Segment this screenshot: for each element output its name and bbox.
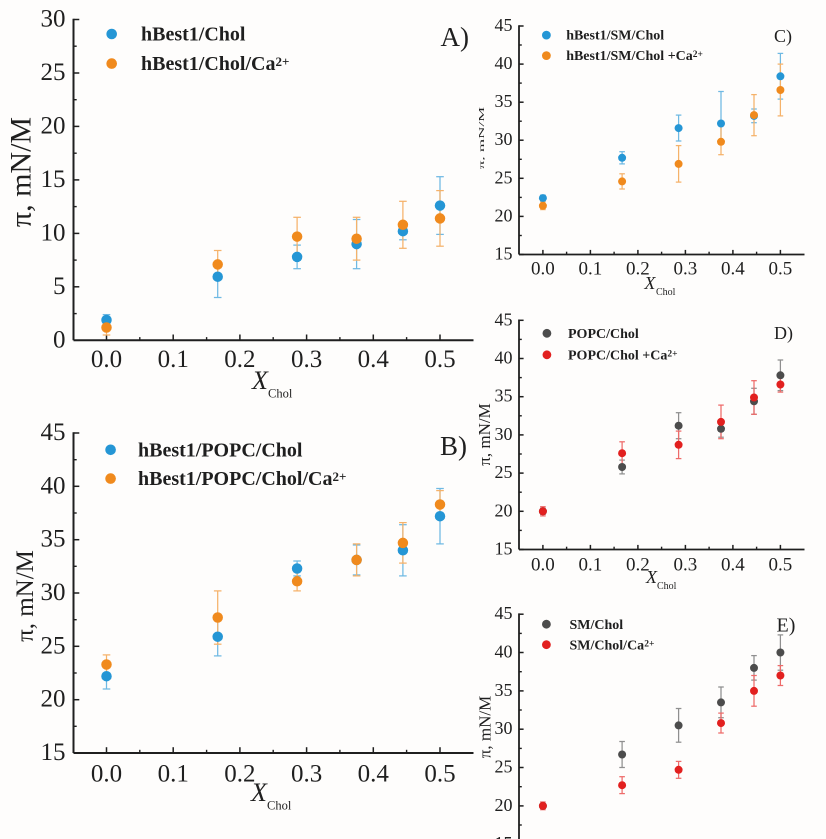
svg-text:E): E): [777, 615, 796, 637]
svg-text:0.4: 0.4: [358, 761, 390, 788]
svg-text:15: 15: [41, 739, 66, 766]
svg-text:40: 40: [495, 348, 513, 368]
svg-text:π, mN/M: π, mN/M: [475, 403, 494, 465]
svg-text:35: 35: [41, 526, 66, 553]
svg-text:20: 20: [495, 500, 513, 520]
svg-text:Chol: Chol: [267, 799, 292, 813]
svg-text:X: X: [643, 273, 656, 293]
svg-text:π, mN/M: π, mN/M: [12, 550, 39, 642]
svg-text:hBest1/SM/Chol: hBest1/SM/Chol: [566, 29, 664, 44]
svg-text:25: 25: [41, 632, 66, 659]
svg-text:X: X: [645, 567, 658, 587]
svg-text:25: 25: [495, 757, 513, 777]
svg-text:15: 15: [495, 539, 513, 559]
svg-text:30: 30: [495, 718, 513, 738]
svg-text:hBest1/Chol: hBest1/Chol: [141, 24, 246, 46]
svg-text:0.0: 0.0: [91, 761, 122, 788]
svg-text:0.0: 0.0: [531, 555, 555, 576]
svg-text:0.3: 0.3: [674, 259, 698, 280]
svg-text:0.1: 0.1: [579, 555, 603, 576]
svg-text:0.1: 0.1: [158, 761, 189, 788]
svg-text:15: 15: [495, 833, 513, 839]
svg-text:hBest1/POPC/Chol/Ca2+: hBest1/POPC/Chol/Ca2+: [138, 468, 346, 490]
svg-text:hBest1/SM/Chol +Ca2+: hBest1/SM/Chol +Ca2+: [566, 49, 703, 64]
svg-text:20: 20: [41, 686, 66, 713]
svg-text:0.1: 0.1: [579, 259, 603, 280]
svg-text:0.4: 0.4: [358, 346, 390, 373]
svg-text:30: 30: [41, 6, 66, 33]
svg-text:0.1: 0.1: [158, 346, 189, 373]
svg-text:C): C): [774, 26, 792, 47]
svg-text:0.5: 0.5: [424, 346, 455, 373]
svg-text:π, mN/M: π, mN/M: [478, 106, 486, 169]
svg-text:A): A): [441, 22, 470, 52]
svg-text:40: 40: [495, 642, 513, 662]
svg-text:X: X: [251, 366, 269, 395]
svg-text:25: 25: [495, 167, 513, 187]
svg-text:35: 35: [495, 91, 513, 111]
svg-text:20: 20: [495, 795, 513, 815]
svg-text:20: 20: [41, 112, 66, 139]
svg-text:45: 45: [495, 603, 513, 623]
svg-text:35: 35: [495, 386, 513, 406]
svg-text:0.3: 0.3: [291, 761, 322, 788]
svg-text:0.2: 0.2: [224, 346, 255, 373]
svg-text:0.4: 0.4: [721, 555, 745, 576]
svg-text:25: 25: [495, 462, 513, 482]
svg-text:30: 30: [495, 424, 513, 444]
svg-text:20: 20: [495, 205, 513, 225]
svg-text:0.2: 0.2: [626, 555, 650, 576]
svg-text:0.2: 0.2: [626, 259, 650, 280]
svg-text:30: 30: [495, 129, 513, 149]
svg-text:5: 5: [53, 273, 66, 300]
svg-text:Chol: Chol: [657, 581, 677, 592]
svg-text:10: 10: [41, 219, 66, 246]
svg-text:POPC/Chol +Ca2+: POPC/Chol +Ca2+: [568, 348, 678, 363]
svg-text:POPC/Chol: POPC/Chol: [568, 327, 639, 342]
svg-text:SM/Chol/Ca2+: SM/Chol/Ca2+: [570, 638, 655, 653]
svg-text:0.2: 0.2: [224, 761, 255, 788]
svg-text:0: 0: [53, 326, 66, 353]
svg-text:X: X: [250, 778, 268, 807]
svg-text:0.0: 0.0: [531, 259, 555, 280]
svg-text:0.5: 0.5: [769, 555, 793, 576]
svg-text:45: 45: [41, 419, 66, 446]
svg-text:40: 40: [495, 53, 513, 73]
svg-text:40: 40: [41, 472, 66, 499]
svg-text:hBest1/POPC/Chol: hBest1/POPC/Chol: [138, 439, 303, 461]
svg-text:π, mN/M: π, mN/M: [5, 117, 38, 227]
svg-text:Chol: Chol: [656, 287, 676, 298]
svg-text:25: 25: [41, 59, 66, 86]
svg-text:hBest1/Chol/Ca2+: hBest1/Chol/Ca2+: [141, 53, 289, 75]
svg-text:0.5: 0.5: [769, 259, 793, 280]
svg-text:45: 45: [495, 15, 513, 35]
svg-text:π, mN/M: π, mN/M: [476, 696, 495, 758]
svg-text:15: 15: [495, 244, 513, 264]
svg-text:SM/Chol: SM/Chol: [570, 618, 624, 633]
svg-text:15: 15: [41, 166, 66, 193]
svg-text:Chol: Chol: [268, 387, 293, 401]
svg-text:45: 45: [495, 309, 513, 329]
svg-text:0.3: 0.3: [674, 555, 698, 576]
svg-text:0.5: 0.5: [424, 761, 455, 788]
svg-text:35: 35: [495, 680, 513, 700]
svg-text:0.0: 0.0: [91, 346, 122, 373]
svg-text:D): D): [774, 323, 793, 344]
svg-text:30: 30: [41, 579, 66, 606]
svg-text:0.4: 0.4: [721, 259, 745, 280]
svg-text:B): B): [440, 431, 467, 461]
svg-text:0.3: 0.3: [291, 346, 322, 373]
svg-text:15: 15: [495, 833, 513, 839]
